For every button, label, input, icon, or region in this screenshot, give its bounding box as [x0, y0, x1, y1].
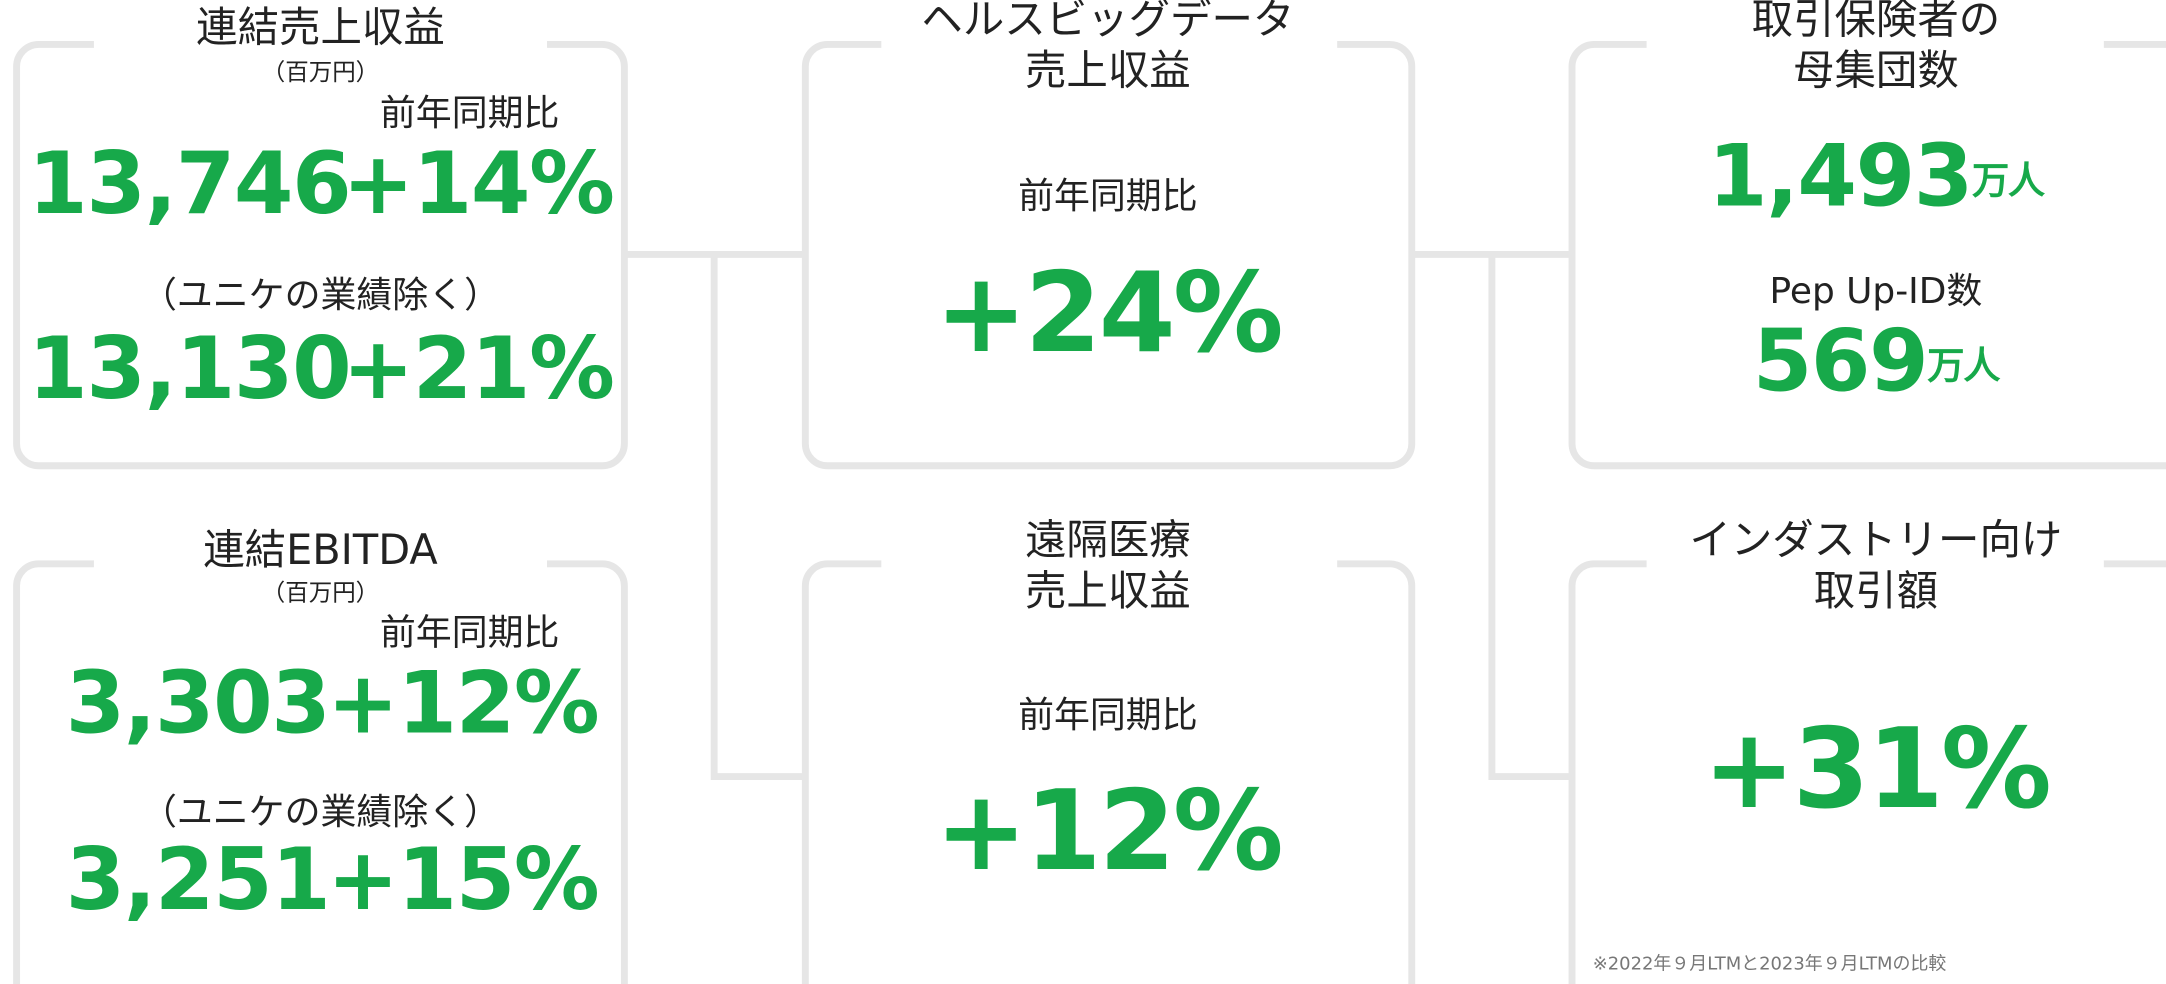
change: +21%	[342, 320, 613, 419]
note: （ユニケの業績除く）	[141, 792, 500, 833]
title: 連結EBITDA	[203, 526, 438, 574]
title: 売上収益	[1025, 567, 1191, 615]
yoy-label: 前年同期比	[1018, 695, 1198, 736]
panel-revenue: 連結売上収益 （百万円） 前年同期比 13,746 +14% （ユニケの業績除く…	[28, 4, 615, 419]
title: ヘルスビッグデータ	[921, 0, 1294, 43]
title: インダストリー向け	[1689, 516, 2062, 564]
value: 13,746	[28, 135, 350, 234]
title: 取引額	[1814, 567, 1938, 615]
value: 3,251	[66, 831, 330, 930]
change: +14%	[342, 135, 613, 234]
unit: （百万円）	[262, 58, 379, 86]
boxes	[13, 27, 2166, 984]
unit: （百万円）	[262, 579, 379, 607]
panel-telemedicine: 遠隔医療 売上収益 前年同期比 +12%	[935, 516, 1284, 896]
yoy-label: 前年同期比	[380, 612, 560, 653]
value: 3,303	[66, 654, 330, 753]
title-gap	[881, 27, 1338, 56]
title-gap	[881, 547, 1338, 575]
change: +24%	[935, 249, 1281, 378]
title: 母集団数	[1793, 46, 1959, 94]
connectors	[624, 250, 1573, 781]
change: +12%	[327, 654, 598, 753]
value-number: 1,493	[1708, 128, 1972, 227]
label: Pep Up-ID数	[1769, 271, 1982, 312]
connector	[1411, 250, 1573, 781]
title: 遠隔医療	[1025, 516, 1191, 564]
yoy-label: 前年同期比	[380, 93, 560, 134]
footnote: ※2022年９月LTMと2023年９月LTMの比較	[1593, 953, 1947, 974]
title: 連結売上収益	[196, 4, 445, 52]
title: 売上収益	[1025, 46, 1191, 94]
value-number: 569	[1753, 313, 1928, 412]
title-gap	[1646, 27, 2104, 56]
title-gap	[1646, 547, 2104, 575]
panel-insurers: 取引保険者の 母集団数 1,493万人 Pep Up-ID数 569万人	[1708, 0, 2047, 412]
yoy-label: 前年同期比	[1018, 176, 1198, 217]
change: +12%	[935, 767, 1281, 896]
value: 1,493万人	[1708, 128, 2046, 227]
panel-health-big-data: ヘルスビッグデータ 売上収益 前年同期比 +24%	[921, 0, 1294, 378]
value-unit: 万人	[1972, 158, 2046, 202]
value-unit: 万人	[1927, 343, 2001, 387]
connector	[624, 250, 806, 781]
note: （ユニケの業績除く）	[141, 275, 500, 316]
change: +31%	[1703, 705, 2049, 834]
title-gap	[93, 27, 548, 56]
panel-ebitda: 連結EBITDA （百万円） 前年同期比 3,303 +12% （ユニケの業績除…	[66, 526, 600, 930]
value: 13,130	[28, 320, 350, 419]
title-gap	[93, 547, 548, 575]
panel-industry: インダストリー向け 取引額 +31% ※2022年９月LTMと2023年９月LT…	[1593, 516, 2063, 974]
change: +15%	[327, 831, 598, 930]
title: 取引保険者の	[1752, 0, 2001, 43]
value: 569万人	[1753, 313, 2001, 412]
